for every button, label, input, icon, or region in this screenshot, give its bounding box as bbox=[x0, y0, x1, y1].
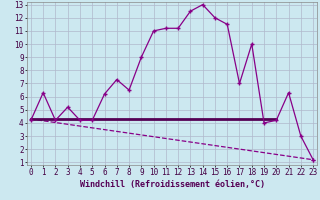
X-axis label: Windchill (Refroidissement éolien,°C): Windchill (Refroidissement éolien,°C) bbox=[79, 180, 265, 189]
